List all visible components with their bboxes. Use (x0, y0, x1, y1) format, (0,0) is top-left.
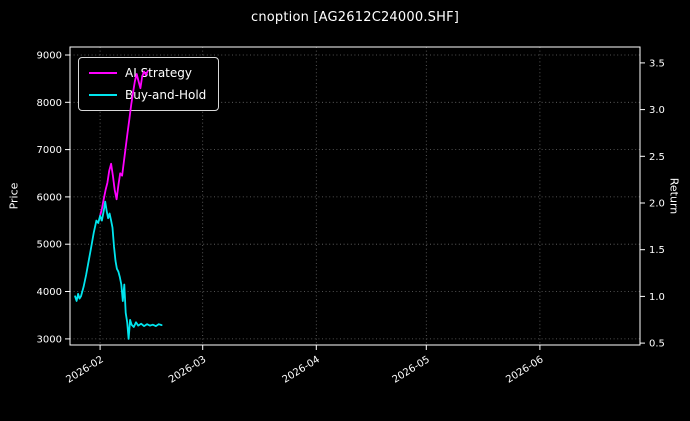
y-tick-label-left: 8000 (37, 98, 62, 109)
buy-and-hold-line (74, 200, 163, 340)
y-tick-label-right: 1.5 (649, 245, 665, 256)
x-tick-label: 2026-06 (504, 354, 545, 385)
x-tick-label: 2026-04 (281, 354, 322, 385)
y-tick-label-right: 2.5 (649, 152, 665, 163)
legend: AI Strategy Buy-and-Hold (78, 57, 220, 111)
y-tick-label-right: 0.5 (649, 339, 665, 350)
y-tick-label-right: 2.0 (649, 199, 665, 210)
y-tick-label-left: 3000 (37, 334, 62, 345)
legend-item-buy-and-hold: Buy-and-Hold (89, 88, 206, 102)
chart-title: cnoption [AG2612C24000.SHF] (250, 10, 460, 25)
legend-label-ai-strategy: AI Strategy (125, 66, 192, 80)
y-axis-label-return: Return (667, 177, 681, 215)
y-tick-label-right: 1.0 (649, 292, 665, 303)
legend-item-ai-strategy: AI Strategy (89, 66, 206, 80)
buy-and-hold-line-swatch (89, 93, 117, 97)
x-tick-label: 2026-02 (64, 354, 105, 385)
ai-strategy-line-swatch (89, 71, 117, 75)
y-tick-label-left: 5000 (37, 240, 62, 251)
x-tick-label: 2026-05 (391, 354, 432, 385)
legend-label-buy-and-hold: Buy-and-Hold (125, 88, 207, 102)
y-tick-label-left: 9000 (37, 51, 62, 62)
y-tick-label-left: 6000 (37, 192, 62, 203)
y-tick-label-right: 3.5 (649, 58, 665, 69)
y-tick-label-left: 7000 (37, 145, 62, 156)
y-axis-label-price: Price (7, 182, 21, 210)
x-tick-label: 2026-03 (167, 354, 208, 385)
y-tick-label-left: 4000 (37, 287, 62, 298)
y-tick-label-right: 3.0 (649, 105, 665, 116)
